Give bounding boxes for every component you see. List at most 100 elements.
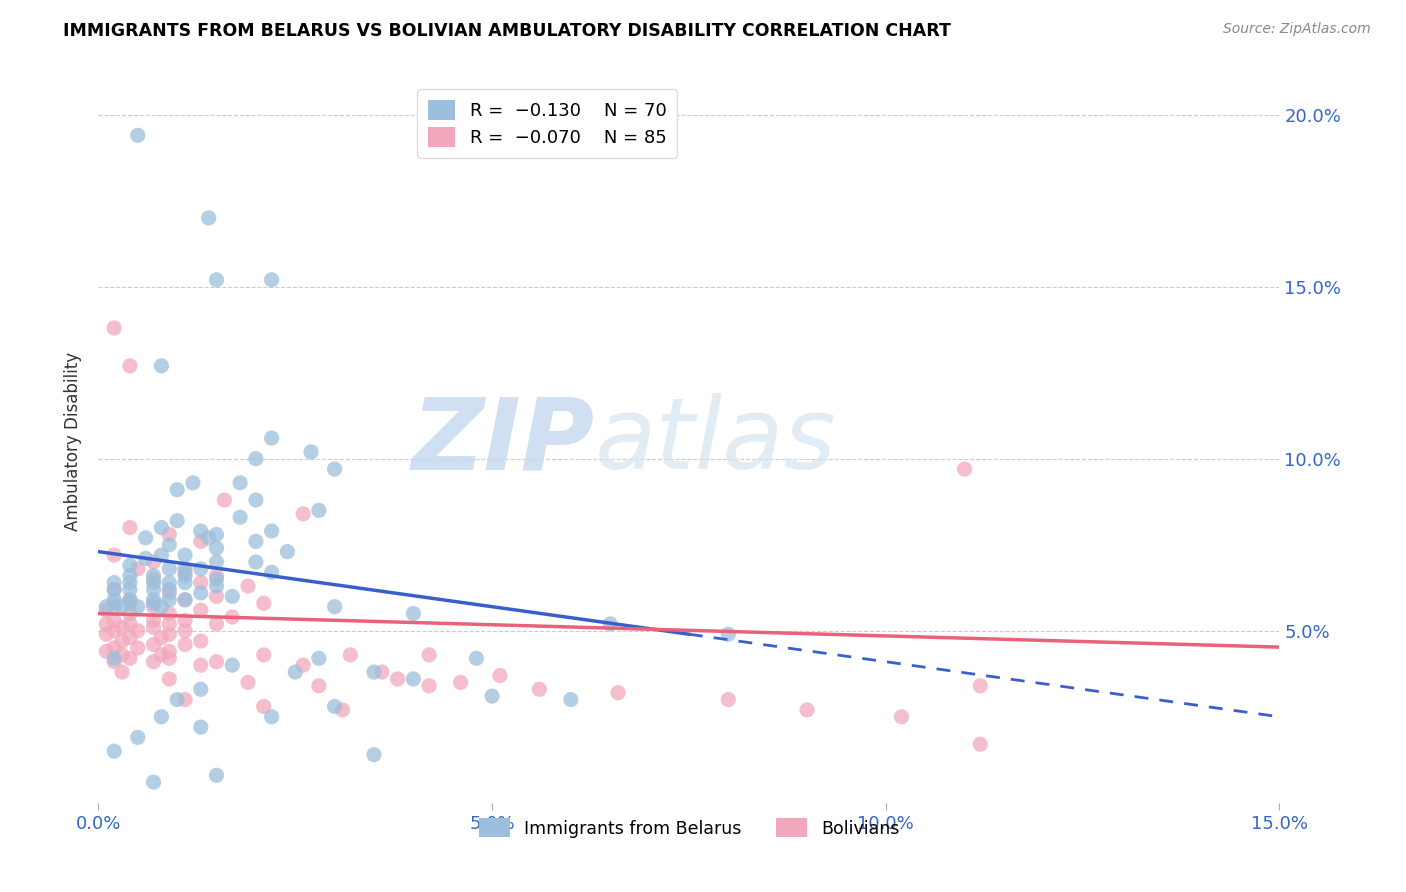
Point	[796, 703, 818, 717]
Point	[103, 548, 125, 562]
Point	[157, 651, 180, 665]
Point	[103, 614, 125, 628]
Point	[142, 655, 165, 669]
Point	[190, 562, 212, 576]
Point	[118, 558, 141, 573]
Point	[174, 692, 197, 706]
Point	[157, 592, 180, 607]
Point	[190, 534, 212, 549]
Point	[166, 514, 188, 528]
Point	[190, 586, 212, 600]
Point	[190, 634, 212, 648]
Point	[953, 462, 976, 476]
Point	[387, 672, 409, 686]
Point	[489, 668, 512, 682]
Point	[142, 620, 165, 634]
Point	[418, 648, 440, 662]
Point	[890, 710, 912, 724]
Point	[157, 575, 180, 590]
Point	[205, 579, 228, 593]
Point	[118, 575, 141, 590]
Point	[103, 582, 125, 597]
Point	[205, 555, 228, 569]
Point	[118, 568, 141, 582]
Point	[371, 665, 394, 679]
Point	[205, 655, 228, 669]
Point	[174, 562, 197, 576]
Point	[157, 527, 180, 541]
Point	[205, 568, 228, 582]
Point	[323, 462, 346, 476]
Point	[103, 640, 125, 655]
Point	[363, 747, 385, 762]
Point	[245, 555, 267, 569]
Point	[174, 638, 197, 652]
Y-axis label: Ambulatory Disability: Ambulatory Disability	[65, 352, 83, 531]
Point	[96, 603, 118, 617]
Text: ZIP: ZIP	[412, 393, 595, 490]
Point	[717, 627, 740, 641]
Point	[308, 651, 330, 665]
Point	[103, 575, 125, 590]
Point	[118, 616, 141, 631]
Text: atlas: atlas	[595, 393, 837, 490]
Point	[284, 665, 307, 679]
Point	[363, 665, 385, 679]
Point	[339, 648, 361, 662]
Point	[174, 566, 197, 580]
Point	[142, 582, 165, 597]
Point	[190, 575, 212, 590]
Point	[174, 575, 197, 590]
Point	[276, 544, 298, 558]
Point	[135, 551, 157, 566]
Point	[481, 689, 503, 703]
Point	[118, 592, 141, 607]
Point	[174, 568, 197, 582]
Point	[969, 679, 991, 693]
Point	[253, 648, 276, 662]
Point	[118, 582, 141, 597]
Point	[174, 592, 197, 607]
Point	[174, 548, 197, 562]
Point	[96, 644, 118, 658]
Point	[245, 451, 267, 466]
Point	[103, 651, 125, 665]
Point	[560, 692, 582, 706]
Point	[308, 503, 330, 517]
Point	[323, 599, 346, 614]
Point	[236, 579, 259, 593]
Point	[323, 699, 346, 714]
Point	[229, 475, 252, 490]
Point	[150, 599, 173, 614]
Text: IMMIGRANTS FROM BELARUS VS BOLIVIAN AMBULATORY DISABILITY CORRELATION CHART: IMMIGRANTS FROM BELARUS VS BOLIVIAN AMBU…	[63, 22, 950, 40]
Point	[205, 768, 228, 782]
Point	[103, 321, 125, 335]
Point	[157, 586, 180, 600]
Point	[111, 648, 134, 662]
Point	[142, 575, 165, 590]
Point	[205, 273, 228, 287]
Point	[157, 616, 180, 631]
Point	[142, 596, 165, 610]
Point	[142, 555, 165, 569]
Point	[236, 675, 259, 690]
Point	[118, 651, 141, 665]
Point	[260, 273, 283, 287]
Point	[205, 616, 228, 631]
Point	[150, 520, 173, 534]
Point	[969, 737, 991, 751]
Point	[402, 672, 425, 686]
Point	[127, 731, 149, 745]
Point	[174, 592, 197, 607]
Point	[157, 538, 180, 552]
Point	[190, 603, 212, 617]
Point	[253, 596, 276, 610]
Point	[157, 607, 180, 621]
Point	[127, 562, 149, 576]
Point	[205, 527, 228, 541]
Point	[111, 634, 134, 648]
Point	[292, 507, 315, 521]
Point	[221, 590, 243, 604]
Point	[103, 596, 125, 610]
Point	[150, 710, 173, 724]
